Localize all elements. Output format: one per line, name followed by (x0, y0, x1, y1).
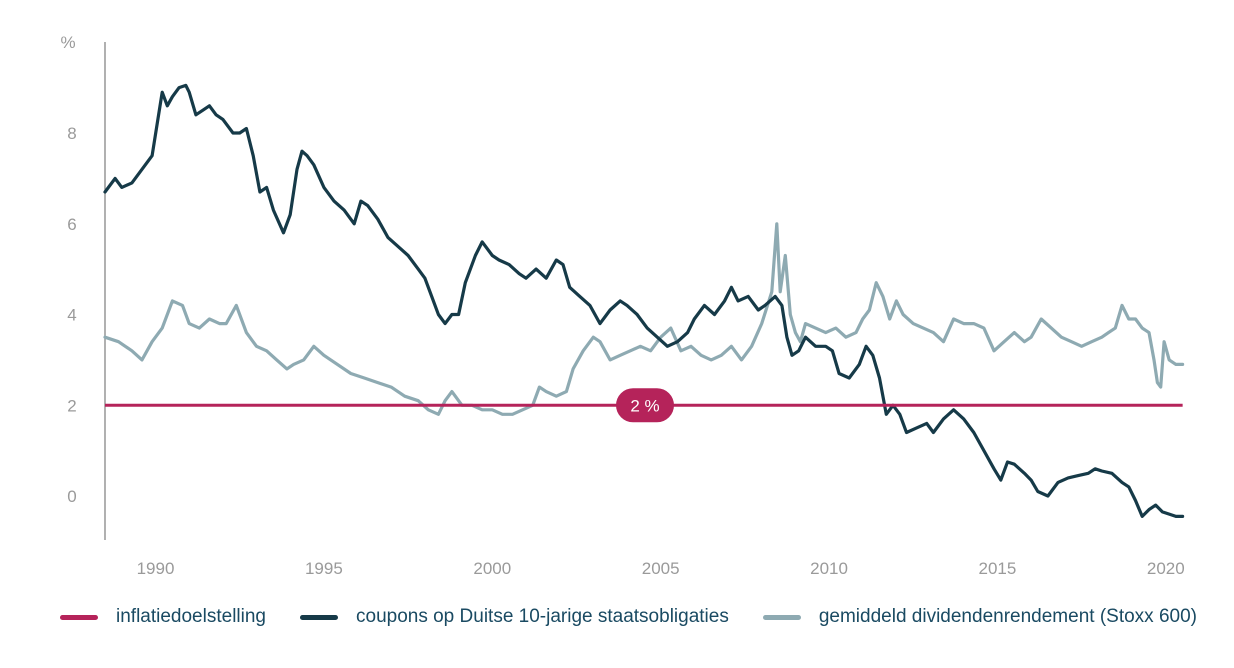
legend: inflatiedoelstelling coupons op Duitse 1… (60, 606, 1231, 628)
target-layer: 2 % (105, 388, 1183, 423)
y-tick-label: 0 (67, 487, 76, 506)
legend-item-dividend-yield: gemiddeld dividendenrendement (Stoxx 600… (762, 606, 1197, 628)
x-tick-label: 1990 (137, 559, 175, 578)
legend-label-bond-yield: coupons op Duitse 10-jarige staatsobliga… (356, 606, 729, 627)
series-layer (103, 83, 1185, 518)
x-tick-label: 2005 (642, 559, 680, 578)
x-tick-label: 2010 (810, 559, 848, 578)
y-tick-label: 8 (67, 124, 76, 143)
x-axis: 1990 1995 2000 2005 2010 2015 2020 (137, 559, 1185, 578)
series-line-dividend-yield (103, 222, 1185, 416)
x-tick-label: 1995 (305, 559, 343, 578)
y-tick-label: 4 (67, 306, 76, 325)
legend-swatch-dividend-yield (762, 614, 801, 620)
target-badge (616, 388, 674, 423)
y-axis-unit: % (60, 33, 75, 52)
x-tick-label: 2000 (473, 559, 511, 578)
y-axis: % 0 2 4 6 8 (60, 33, 106, 540)
target-badge-label: 2 % (630, 396, 659, 415)
legend-label-target: inflatiedoelstelling (116, 606, 266, 627)
x-tick-label: 2020 (1147, 559, 1185, 578)
legend-swatch-target (60, 614, 98, 620)
legend-label-dividend-yield: gemiddeld dividendenrendement (Stoxx 600… (818, 606, 1197, 627)
x-tick-label: 2015 (979, 559, 1017, 578)
legend-swatch-bond-yield (300, 614, 338, 620)
series-line-bond-yield (103, 83, 1185, 518)
y-tick-label: 2 (67, 396, 76, 415)
legend-item-target: inflatiedoelstelling (60, 606, 266, 628)
y-tick-label: 6 (67, 215, 76, 234)
legend-item-bond-yield: coupons op Duitse 10-jarige staatsobliga… (300, 606, 729, 628)
